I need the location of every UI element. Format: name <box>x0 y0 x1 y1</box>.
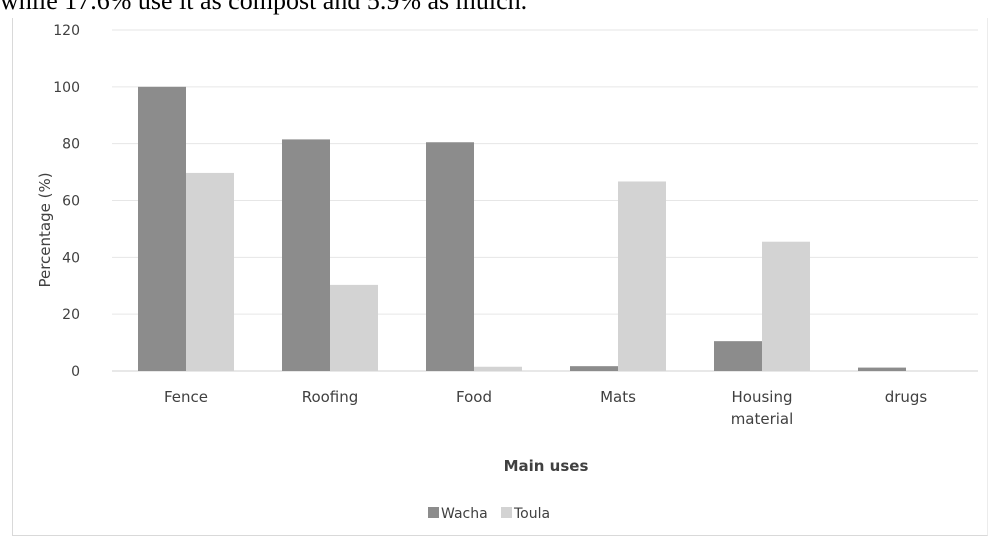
y-tick-label: 0 <box>71 364 80 380</box>
caption-text: while 17.6% use it as compost and 5.9% a… <box>0 0 528 15</box>
bar-wacha-housing-material <box>714 341 762 371</box>
y-axis-label: Percentage (%) <box>36 172 54 287</box>
y-axis-ticks: 0 20 40 60 80 100 120 <box>53 23 80 380</box>
x-tick-label: drugs <box>885 388 928 406</box>
legend-label: Wacha <box>441 506 488 522</box>
bars <box>138 86 906 371</box>
bar-toula-roofing <box>330 284 378 371</box>
bar-toula-food <box>474 366 522 371</box>
gridlines <box>112 29 978 372</box>
y-tick-label: 40 <box>62 250 80 266</box>
bar-toula-fence <box>186 172 234 371</box>
legend-label: Toula <box>513 506 550 522</box>
y-tick-label: 120 <box>53 23 80 39</box>
y-tick-label: 60 <box>62 194 80 210</box>
x-tick-label: material <box>731 410 794 428</box>
bar-wacha-mats <box>570 366 618 371</box>
bar-toula-mats <box>618 181 666 371</box>
bar-toula-housing-material <box>762 241 810 371</box>
y-tick-label: 20 <box>62 307 80 323</box>
legend-swatch <box>501 507 512 518</box>
x-tick-label: Housing <box>732 388 793 406</box>
bar-wacha-roofing <box>282 139 330 371</box>
y-tick-label: 80 <box>62 137 80 153</box>
bar-wacha-drugs <box>858 367 906 371</box>
bar-wacha-fence <box>138 86 186 371</box>
x-axis-label: Main uses <box>504 457 589 475</box>
legend: Wacha Toula <box>428 506 550 522</box>
x-tick-label: Food <box>456 388 492 406</box>
x-tick-label: Fence <box>164 388 208 406</box>
y-tick-label: 100 <box>53 80 80 96</box>
x-tick-label: Roofing <box>302 388 359 406</box>
legend-swatch <box>428 507 439 518</box>
chart-frame <box>12 18 988 536</box>
x-axis-ticks: Fence Roofing Food Mats Housing material drugs <box>164 388 927 428</box>
x-tick-label: Mats <box>600 388 636 406</box>
bar-wacha-food <box>426 142 474 371</box>
